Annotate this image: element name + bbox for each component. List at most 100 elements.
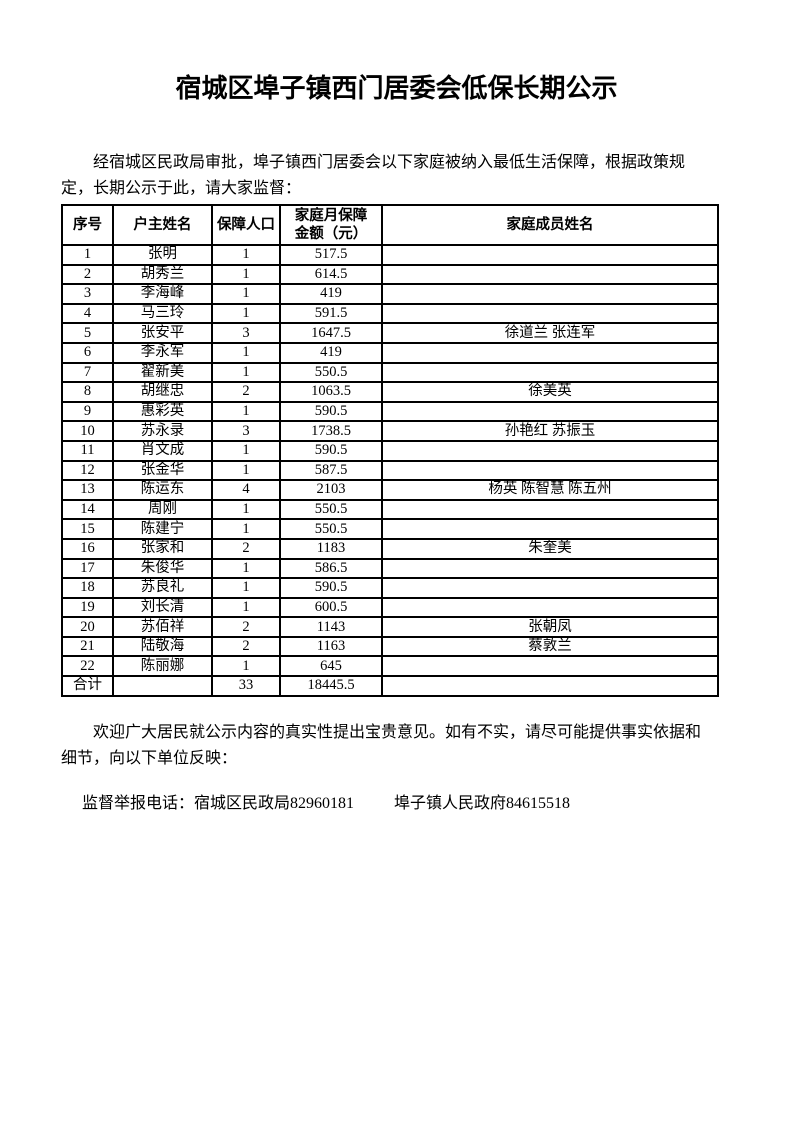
table-cell: 苏佰祥 [112,616,213,638]
table-cell: 3 [211,322,281,344]
table-cell: 1 [61,244,114,266]
table-cell [381,263,719,286]
table-cell: 陆敬海 [112,635,213,658]
table-cell: 李永军 [112,341,213,364]
table-cell: 1 [211,518,281,540]
table-cell: 2 [211,635,281,658]
table-cell: 590.5 [279,577,383,599]
table-row: 9 惠彩英 1 590.5 [61,400,719,423]
table-cell: 2 [61,263,114,286]
table-row: 3 李海峰 1 419 [61,283,719,305]
benefits-table: 序号 户主姓名 保障人口 家庭月保障 金额（元） 家庭成员姓名 1 张明 1 517.5 2 胡秀… [61,204,719,697]
table-cell: 翟新美 [112,361,213,384]
table-cell: 1 [211,244,281,266]
table-row: 14 周刚 1 550.5 [61,498,719,521]
table-cell: 1 [211,459,281,482]
table-cell [381,302,719,325]
table-cell: 600.5 [279,596,383,619]
table-cell: 张金华 [112,459,213,482]
table-cell: 1143 [279,616,383,638]
hotline-line: 监督举报电话：宿城区民政局82960181 埠子镇人民政府84615518 [61,791,732,817]
column-header: 保障人口 [211,204,281,246]
table-cell: 2 [211,537,281,560]
table-cell: 合计 [61,675,114,697]
table-cell: 苏永录 [112,420,213,442]
table-cell: 419 [279,341,383,364]
feedback-paragraph: 欢迎广大居民就公示内容的真实性提出宝贵意见。如有不实，请尽可能提供事实依据和 细… [61,723,702,767]
table-cell: 3 [211,420,281,442]
table-row: 5 张安平 3 1647.5 徐道兰 张连军 [61,322,719,344]
table-cell: 9 [61,400,114,423]
table-row: 21 陆敬海 2 1163 蔡敦兰 [61,635,719,658]
table-cell: 1 [211,302,281,325]
table-cell: 1 [211,400,281,423]
table-row: 16 张家和 2 1183 朱奎美 [61,537,719,560]
hotline-label: 监督举报电话： [82,794,195,812]
table-cell: 刘长清 [112,596,213,619]
table-cell: 19 [61,596,114,619]
table-cell: 20 [61,616,114,638]
table-row: 22 陈丽娜 1 645 [61,655,719,678]
table-cell: 614.5 [279,263,383,286]
table-header: 序号 户主姓名 保障人口 家庭月保障 金额（元） 家庭成员姓名 [61,204,719,246]
table-cell: 陈丽娜 [112,655,213,678]
table-row: 17 朱俊华 1 586.5 [61,557,719,580]
table-cell: 1 [211,361,281,384]
table-cell [112,675,213,697]
table-cell: 1 [211,341,281,364]
table-row: 20 苏佰祥 2 1143 张朝凤 [61,616,719,638]
table-cell: 1183 [279,537,383,560]
column-header: 家庭月保障 金额（元） [279,204,383,246]
table-cell: 6 [61,341,114,364]
table-cell [381,439,719,462]
table-cell [381,361,719,384]
table-cell: 2103 [279,479,383,501]
table-cell [381,518,719,540]
table-cell [381,557,719,580]
table-cell: 8 [61,381,114,403]
table-header-row: 序号 户主姓名 保障人口 家庭月保障 金额（元） 家庭成员姓名 [61,204,719,246]
table-row: 1 张明 1 517.5 [61,244,719,266]
table-cell [381,577,719,599]
table-cell: 1 [211,283,281,305]
table-cell [381,400,719,423]
column-header: 家庭成员姓名 [381,204,719,246]
table-row: 18 苏良礼 1 590.5 [61,577,719,599]
table-cell: 18 [61,577,114,599]
table-cell [381,675,719,697]
table-cell: 15 [61,518,114,540]
table-row: 19 刘长清 1 600.5 [61,596,719,619]
table-cell: 杨英 陈智慧 陈五州 [381,479,719,501]
table-cell: 2 [211,381,281,403]
table-cell: 587.5 [279,459,383,482]
table-cell: 586.5 [279,557,383,580]
table-row: 4 马三玲 1 591.5 [61,302,719,325]
table-cell: 2 [211,616,281,638]
table-row: 10 苏永录 3 1738.5 孙艳红 苏振玉 [61,420,719,442]
table-cell: 张安平 [112,322,213,344]
table-cell [381,655,719,678]
table-cell: 蔡敦兰 [381,635,719,658]
table-cell: 550.5 [279,518,383,540]
table-cell: 陈建宁 [112,518,213,540]
table-cell: 14 [61,498,114,521]
table-body: 1 张明 1 517.5 2 胡秀兰 1 614.5 3 李海峰 1 419 4 马三玲 1 591.5 5 张安… [61,244,719,697]
table-cell: 1 [211,439,281,462]
table-cell: 1 [211,263,281,286]
table-cell: 1 [211,655,281,678]
table-cell: 惠彩英 [112,400,213,423]
table-cell: 1 [211,577,281,599]
table-cell: 591.5 [279,302,383,325]
table-cell: 10 [61,420,114,442]
table-cell: 李海峰 [112,283,213,305]
table-cell: 朱俊华 [112,557,213,580]
table-cell [381,498,719,521]
table-cell: 12 [61,459,114,482]
table-cell: 陈运东 [112,479,213,501]
table-cell: 肖文成 [112,439,213,462]
table-cell: 1 [211,557,281,580]
table-cell: 419 [279,283,383,305]
intro-paragraph: 经宿城区民政局审批，埠子镇西门居委会以下家庭被纳入最低生活保障，根据政策规 定，… [61,154,686,197]
table-cell: 22 [61,655,114,678]
